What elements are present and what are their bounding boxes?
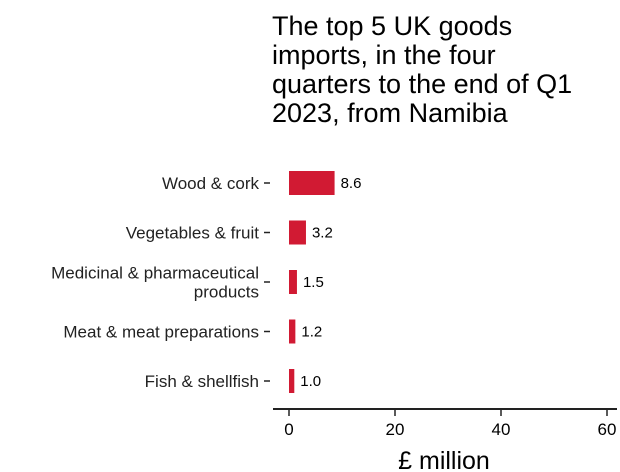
chart-title-line: 2023, from Namibia — [272, 98, 508, 128]
bar — [289, 319, 296, 344]
category-label-line: Fish & shellfish — [145, 372, 259, 391]
category-label-line: Medicinal & pharmaceutical — [51, 264, 259, 283]
bar — [289, 171, 335, 195]
category-label: Fish & shellfish — [145, 372, 259, 391]
category-label-line: Wood & cork — [162, 174, 260, 193]
category-label: Wood & cork — [162, 174, 260, 193]
value-label: 3.2 — [312, 225, 333, 242]
category-label-line: Meat & meat preparations — [63, 323, 259, 342]
chart-title: The top 5 UK goods imports, in the four … — [272, 12, 612, 128]
value-label: 1.2 — [301, 324, 322, 341]
bar — [289, 270, 297, 294]
category-label: Vegetables & fruit — [126, 224, 260, 243]
value-label: 1.5 — [303, 274, 324, 291]
x-axis: 0 20 40 60 £ million — [273, 408, 617, 472]
category-label: Meat & meat preparations — [63, 323, 259, 342]
x-tick-label: 40 — [492, 420, 511, 439]
x-tick-label: 0 — [284, 420, 293, 439]
bar — [289, 369, 295, 393]
category-label-line: Vegetables & fruit — [126, 224, 260, 243]
bar — [289, 220, 306, 245]
value-label: 8.6 — [341, 175, 362, 192]
x-axis-title: £ million — [398, 447, 490, 472]
category-label-line: products — [194, 283, 259, 302]
chart-title-line: The top 5 UK goods — [272, 11, 513, 41]
value-label: 1.0 — [300, 373, 321, 390]
x-tick-label: 20 — [386, 420, 405, 439]
chart-title-line: quarters to the end of Q1 — [272, 69, 573, 99]
bars-layer: 8.6 Wood & cork 3.2 Vegetables & fruit 1.5 Me… — [51, 171, 361, 393]
chart-title-line: imports, in the four — [272, 40, 496, 70]
category-label: Medicinal & pharmaceutical products — [51, 264, 259, 302]
x-tick-label: 60 — [598, 420, 617, 439]
